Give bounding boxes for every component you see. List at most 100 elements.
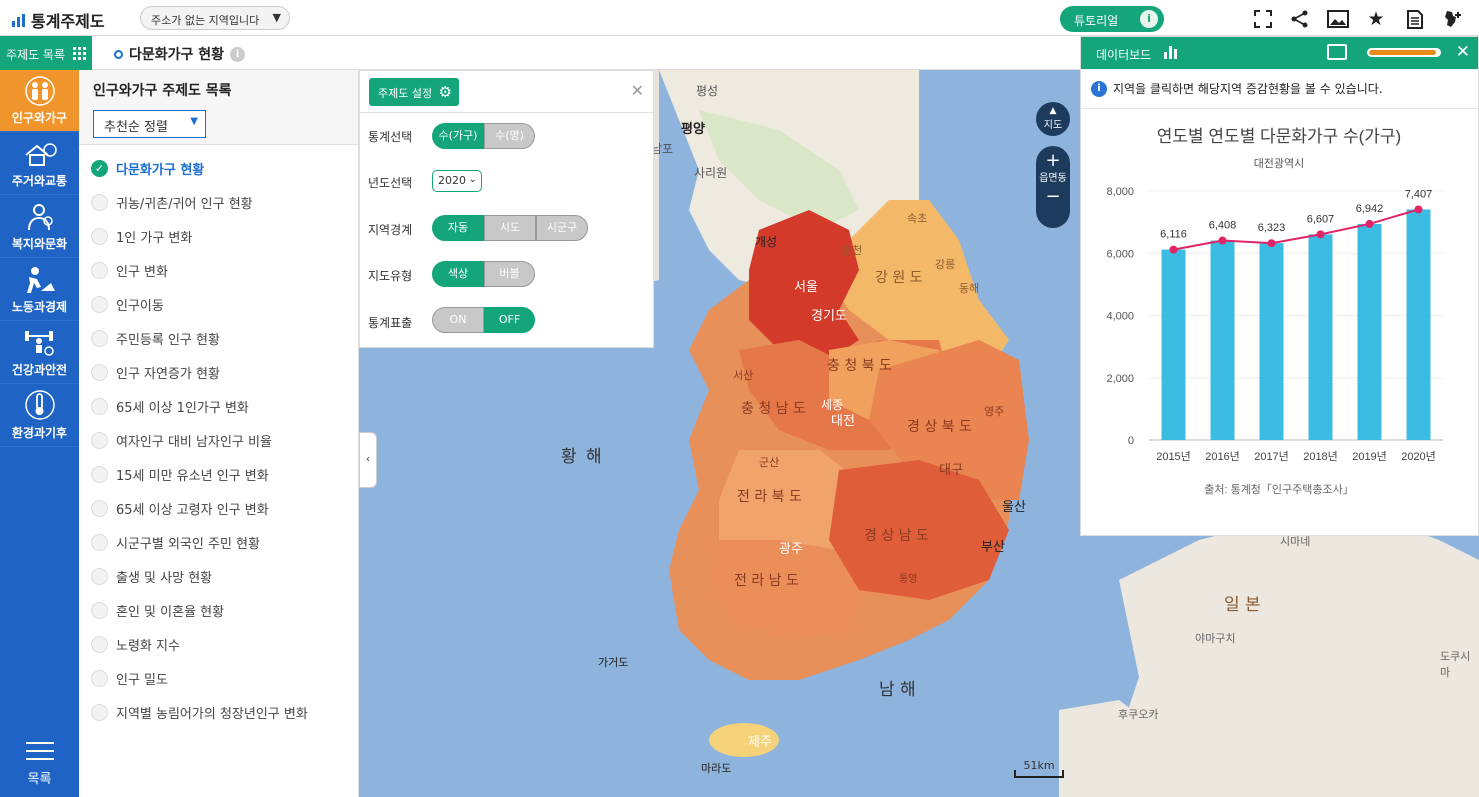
nav-item-labor[interactable]: 노동과경제 xyxy=(0,258,79,321)
korea-map-add-icon[interactable] xyxy=(1442,8,1464,30)
thermometer-icon xyxy=(24,390,55,420)
theme-list-item[interactable]: 인구 밀도 xyxy=(91,661,346,695)
star-icon[interactable]: ★ xyxy=(1367,8,1385,30)
nav-item-health[interactable]: 건강과안전 xyxy=(0,321,79,384)
share-icon[interactable] xyxy=(1289,8,1311,30)
theme-list-item-label: 인구 자연증가 현황 xyxy=(116,366,220,382)
nav-item-population[interactable]: 인구와가구 xyxy=(0,70,79,132)
theme-list-item[interactable]: 65세 이상 1인가구 변화 xyxy=(91,389,346,423)
theme-settings-button[interactable]: 주제도 설정 ⚙ xyxy=(369,78,459,106)
app-logo[interactable]: 통계주제도 xyxy=(12,8,105,32)
theme-list-item[interactable]: 여자인구 대비 남자인구 비율 xyxy=(91,423,346,457)
radio-icon xyxy=(91,669,108,687)
chart-point[interactable] xyxy=(1267,239,1276,248)
theme-list-item[interactable]: 1인 가구 변화 xyxy=(91,219,346,253)
year-select[interactable]: 2020 ⌄ xyxy=(432,170,482,192)
progress-bar[interactable] xyxy=(1367,48,1441,57)
radio-icon xyxy=(91,261,108,279)
theme-list-item[interactable]: 인구 변화 xyxy=(91,253,346,287)
chart-point[interactable] xyxy=(1365,219,1374,228)
image-icon[interactable] xyxy=(1327,8,1349,30)
note-text: 지역을 클릭하면 해당지역 증감현황을 볼 수 있습니다. xyxy=(1113,82,1383,96)
theme-list-item[interactable]: 인구 자연증가 현황 xyxy=(91,355,346,389)
stat-option-household[interactable]: 수(가구) xyxy=(432,123,484,149)
nav-item-environment[interactable]: 환경과기후 xyxy=(0,384,79,447)
maptype-option-bubble[interactable]: 버블 xyxy=(484,261,535,287)
nav-item-label: 복지와문화 xyxy=(11,237,68,251)
theme-settings-panel: 주제도 설정 ⚙ ✕ 통계선택 수(가구) 수(명) 년도선택 2020 ⌄ 지… xyxy=(359,70,655,348)
map-label: 시마네 xyxy=(1280,535,1311,548)
chart-bar[interactable] xyxy=(1259,243,1284,440)
chart-point[interactable] xyxy=(1414,205,1423,214)
data-label: 6,408 xyxy=(1209,220,1237,232)
chart-bar[interactable] xyxy=(1357,223,1382,440)
maptype-option-color[interactable]: 색상 xyxy=(432,261,484,287)
close-icon[interactable]: ✕ xyxy=(630,81,644,100)
theme-list-item[interactable]: 주민등록 인구 현황 xyxy=(91,321,346,355)
chart-bar[interactable] xyxy=(1308,234,1333,440)
close-icon[interactable]: ✕ xyxy=(1455,42,1470,62)
address-select[interactable]: 주소가 없는 지역입니다 ▼ xyxy=(140,6,290,30)
theme-list-item[interactable]: 출생 및 사망 현황 xyxy=(91,559,346,593)
korea-map-icon: ▲ xyxy=(1049,106,1057,116)
theme-list-item[interactable]: 15세 미만 유소년 인구 변화 xyxy=(91,457,346,491)
chart-bar[interactable] xyxy=(1406,209,1431,440)
nav-item-housing[interactable]: 주거와교통 xyxy=(0,132,79,195)
map-label: 가거도 xyxy=(598,656,629,669)
chart-bar[interactable] xyxy=(1210,240,1235,440)
stat-display-toggle: ON OFF xyxy=(432,307,535,333)
nav-item-welfare[interactable]: 복지와문화 xyxy=(0,195,79,258)
map-label: 평양 xyxy=(681,122,705,137)
chart-point[interactable] xyxy=(1218,236,1227,245)
stat-toggle: 수(가구) 수(명) xyxy=(432,123,535,149)
theme-list-item[interactable]: 귀농/귀촌/귀어 인구 현황 xyxy=(91,185,346,219)
theme-list-item[interactable]: 인구이동 xyxy=(91,287,346,321)
divider xyxy=(360,112,655,113)
map-label: 동해 xyxy=(959,282,980,295)
x-tick-label: 2018년 xyxy=(1303,450,1338,463)
theme-list-item-label: 귀농/귀촌/귀어 인구 현황 xyxy=(116,196,253,212)
chart-point[interactable] xyxy=(1316,230,1325,239)
theme-list-item[interactable]: ✓ 다문화가구 현황 xyxy=(91,151,346,185)
display-option-off[interactable]: OFF xyxy=(484,307,535,333)
nav-item-label: 노동과경제 xyxy=(11,300,68,314)
image-icon[interactable] xyxy=(1327,44,1347,60)
chart-point[interactable] xyxy=(1169,245,1178,254)
data-board-note: i 지역을 클릭하면 해당지역 증감현황을 볼 수 있습니다. xyxy=(1081,69,1478,109)
theme-list-item[interactable]: 65세 이상 고령자 인구 변화 xyxy=(91,491,346,525)
zoom-out-button[interactable]: − xyxy=(1045,186,1061,207)
map-label: 영주 xyxy=(984,405,1005,418)
map-scale: 51km xyxy=(1014,760,1064,778)
sort-select[interactable]: 추천순 정렬 ▼ xyxy=(93,110,206,138)
theme-list-item[interactable]: 혼인 및 이혼율 현황 xyxy=(91,593,346,627)
chart-bar[interactable] xyxy=(1161,249,1186,440)
zoom-in-button[interactable]: + xyxy=(1045,150,1061,171)
info-icon[interactable]: i xyxy=(230,46,246,62)
map-type-button[interactable]: ▲ 지도 xyxy=(1036,102,1070,136)
house-car-icon xyxy=(24,143,57,166)
theme-list-item-label: 인구이동 xyxy=(116,298,164,314)
chart-subtitle: 대전광역시 xyxy=(1254,157,1305,170)
chevron-down-icon: ▼ xyxy=(190,116,198,127)
bullet-icon xyxy=(114,49,123,59)
y-tick-label: 8,000 xyxy=(1106,186,1134,198)
display-option-on[interactable]: ON xyxy=(432,307,484,333)
collapse-panel-button[interactable]: ‹ xyxy=(359,432,377,488)
theme-list-title: 인구와가구 주제도 목록 xyxy=(93,83,232,99)
theme-list-item[interactable]: 시군구별 외국인 주민 현황 xyxy=(91,525,346,559)
nav-list-button[interactable]: 목록 xyxy=(0,736,79,787)
fullscreen-icon[interactable] xyxy=(1252,8,1274,30)
theme-list-item-label: 65세 이상 고령자 인구 변화 xyxy=(116,502,269,518)
stat-option-person[interactable]: 수(명) xyxy=(484,123,535,149)
theme-list-item[interactable]: 지역별 농림어가의 청장년인구 변화 xyxy=(91,695,346,729)
theme-list-button[interactable]: 주제도 목록 xyxy=(0,36,92,70)
region-option-sigungu[interactable]: 시군구 xyxy=(536,215,588,241)
document-icon[interactable] xyxy=(1404,8,1426,30)
region-option-sido[interactable]: 시도 xyxy=(484,215,536,241)
theme-list-item-label: 65세 이상 1인가구 변화 xyxy=(116,400,249,416)
region-option-auto[interactable]: 자동 xyxy=(432,215,484,241)
tutorial-button[interactable]: 튜토리얼 i xyxy=(1060,6,1164,32)
theme-list-item[interactable]: 노령화 지수 xyxy=(91,627,346,661)
theme-list-item-label: 여자인구 대비 남자인구 비율 xyxy=(116,434,272,450)
theme-list-item-label: 혼인 및 이혼율 현황 xyxy=(116,604,225,620)
